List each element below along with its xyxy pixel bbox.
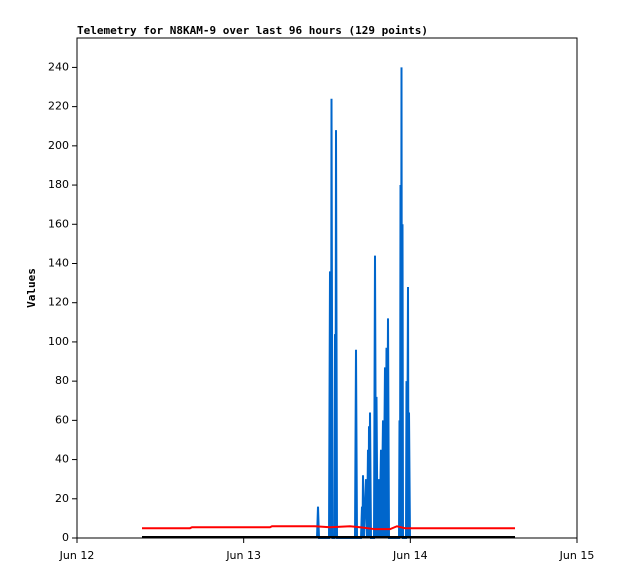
series-line	[316, 67, 411, 539]
y-tick-label: 200	[48, 139, 69, 152]
y-tick-label: 180	[48, 178, 69, 191]
chart-title: Telemetry for N8KAM-9 over last 96 hours…	[77, 24, 428, 37]
series-line	[142, 525, 515, 531]
y-tick-label: 20	[55, 492, 69, 505]
y-tick-label: 120	[48, 296, 69, 309]
y-tick-label: 240	[48, 60, 69, 73]
x-tick-label: Jun 13	[225, 549, 261, 562]
y-tick-label: 220	[48, 100, 69, 113]
x-tick-label: Jun 14	[392, 549, 428, 562]
plot-area	[142, 67, 515, 539]
plot-frame	[76, 37, 578, 539]
x-tick-label: Jun 15	[559, 549, 595, 562]
y-tick-label: 80	[55, 374, 69, 387]
y-tick-label: 60	[55, 413, 69, 426]
y-tick-label: 100	[48, 335, 69, 348]
y-axis-label: Values	[25, 268, 38, 308]
y-tick-label: 160	[48, 217, 69, 230]
y-tick-label: 0	[62, 531, 69, 544]
x-tick-label: Jun 12	[59, 549, 95, 562]
y-tick-label: 40	[55, 453, 69, 466]
y-tick-label: 140	[48, 256, 69, 269]
